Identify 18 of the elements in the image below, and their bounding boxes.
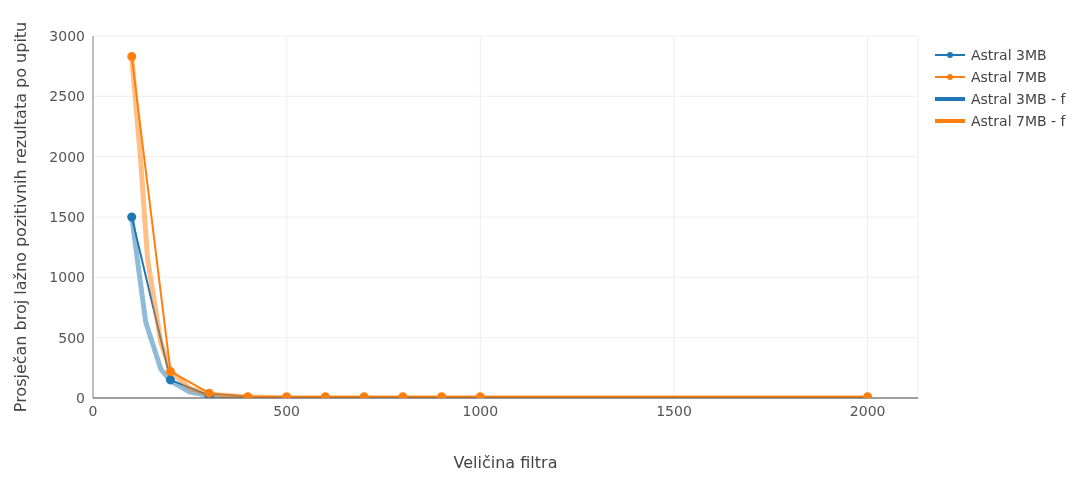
x-tick-label: 2000 bbox=[849, 402, 886, 419]
y-tick-label: 1500 bbox=[49, 208, 85, 225]
y-tick-label: 1000 bbox=[49, 269, 85, 286]
legend-label: Astral 3MB bbox=[971, 47, 1047, 63]
y-tick-label: 500 bbox=[58, 329, 85, 346]
y-tick-label: 2500 bbox=[49, 88, 85, 105]
y-tick-label: 2000 bbox=[49, 148, 85, 165]
legend-label: Astral 3MB - f bbox=[971, 91, 1066, 107]
y-tick-label: 3000 bbox=[49, 27, 85, 44]
x-tick-label: 500 bbox=[273, 402, 301, 419]
y-tick-label: 0 bbox=[76, 389, 85, 406]
y-axis-title: Prosječan broj lažno pozitivnih rezultata po upitu bbox=[10, 21, 30, 413]
x-tick-label: 0 bbox=[88, 402, 98, 419]
x-tick-label: 1000 bbox=[462, 402, 499, 419]
legend-label: Astral 7MB bbox=[971, 69, 1047, 85]
x-axis-title: Veličina filtra bbox=[453, 453, 558, 472]
x-tick-label: 1500 bbox=[656, 402, 692, 419]
legend-label: Astral 7MB - f bbox=[971, 113, 1066, 129]
